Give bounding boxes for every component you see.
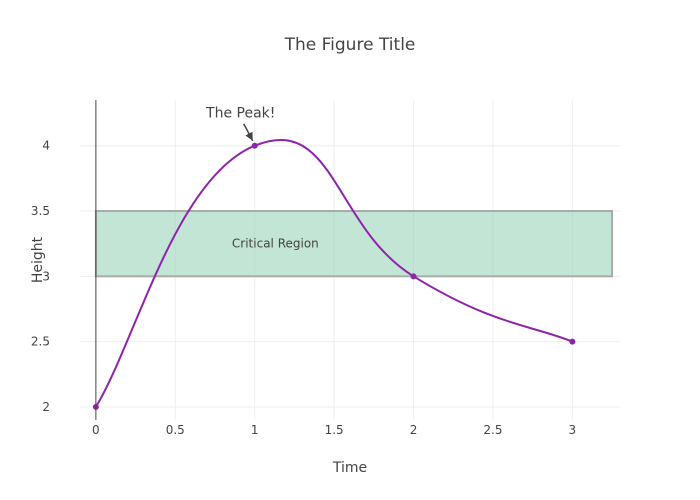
critical-region-rect xyxy=(94,210,614,278)
y-axis-label: Height xyxy=(30,236,46,283)
x-tick-label: 0 xyxy=(92,423,100,437)
annotations: The Peak! xyxy=(205,106,275,142)
x-tick-label: 2 xyxy=(410,423,418,437)
peak-annotation-text: The Peak! xyxy=(205,106,275,122)
data-point xyxy=(410,273,417,280)
x-tick-label: 3 xyxy=(569,423,577,437)
x-tick-label: 1 xyxy=(251,423,259,437)
y-tick-label: 2.5 xyxy=(31,335,50,349)
chart-title: The Figure Title xyxy=(284,35,416,55)
critical-region-label: Critical Region xyxy=(232,237,319,251)
x-tick-label: 1.5 xyxy=(325,423,344,437)
data-point xyxy=(569,338,576,345)
series xyxy=(92,138,576,410)
y-tick-label: 2 xyxy=(42,400,50,414)
y-tick-label: 4 xyxy=(42,139,50,153)
data-point xyxy=(251,142,258,149)
x-tick-label: 0.5 xyxy=(166,423,185,437)
series-line xyxy=(95,138,573,408)
tick-labels: 0 0.5 1 1.5 2 2.5 3 2 2.5 3 3.5 4 xyxy=(31,139,576,437)
y-tick-label: 3 xyxy=(42,269,50,283)
x-axis-label: Time xyxy=(332,460,367,476)
x-tick-label: 2.5 xyxy=(483,423,502,437)
shapes: Critical Region xyxy=(94,210,614,278)
annotation-arrow-head xyxy=(245,131,253,141)
y-tick-label: 3.5 xyxy=(31,204,50,218)
